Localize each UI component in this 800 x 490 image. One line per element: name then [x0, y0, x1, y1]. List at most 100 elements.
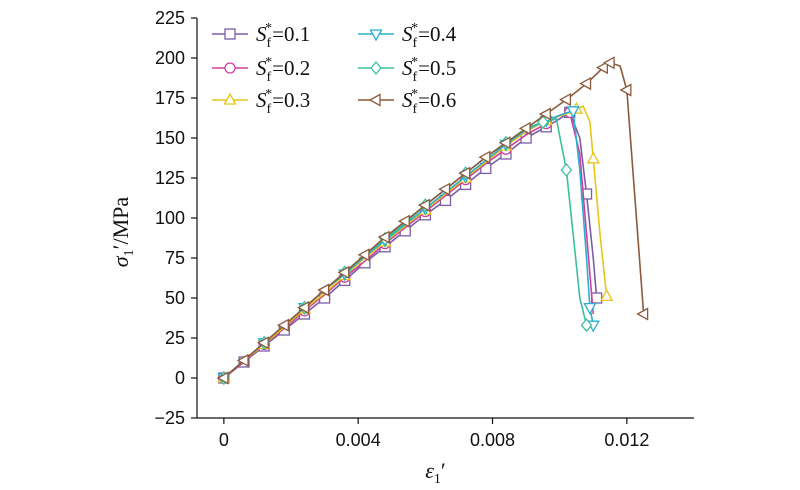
data-point	[418, 198, 431, 212]
legend-label: Sf*=0.6	[402, 87, 456, 117]
x-axis-title-suffix: ′	[441, 458, 446, 483]
legend-marker	[368, 93, 381, 107]
series-0.1	[218, 106, 603, 384]
legend-label: Sf*=0.3	[256, 87, 310, 117]
data-point	[579, 77, 592, 91]
y-tick-label: −25	[154, 408, 185, 428]
data-point	[498, 136, 511, 150]
data-point	[518, 121, 531, 135]
data-point	[438, 182, 451, 196]
legend-label: Sf*=0.4	[402, 21, 457, 51]
legend-value: =0.3	[272, 88, 310, 112]
series-line	[223, 118, 588, 379]
y-axis-title-suffix: ′/MPa	[108, 197, 133, 250]
data-point	[377, 230, 390, 244]
legend-value: =0.5	[418, 56, 456, 80]
y-tick-label: 25	[165, 328, 185, 348]
data-point	[566, 106, 580, 119]
data-point	[357, 248, 370, 262]
legend-marker	[369, 29, 383, 42]
legend-marker	[223, 92, 237, 105]
legend-label: Sf*=0.2	[256, 55, 310, 85]
legend-item: Sf*=0.6	[358, 87, 456, 117]
data-point	[317, 283, 330, 297]
y-axis-ticks: −25 0 25 50 75 100 125 150 175 200 225	[154, 8, 197, 428]
x-tick-label: 0.004	[336, 430, 381, 450]
legend-superscript: *	[411, 21, 418, 36]
y-axis-title: σ1′/MPa	[108, 197, 137, 268]
legend-value: =0.4	[418, 22, 457, 46]
legend-superscript: *	[265, 87, 272, 102]
data-point	[236, 353, 249, 367]
data-point	[256, 336, 269, 350]
x-axis-title: ε1′	[425, 458, 445, 487]
y-tick-label: 75	[165, 248, 185, 268]
series-line	[223, 105, 608, 379]
y-tick-label: 125	[155, 168, 185, 188]
legend-subscript: f	[413, 70, 418, 85]
series-line	[223, 111, 595, 379]
y-tick-label: 175	[155, 88, 185, 108]
data-point	[583, 302, 597, 315]
data-point	[397, 214, 410, 228]
data-point	[297, 301, 310, 315]
data-point	[478, 150, 491, 164]
series-0.4	[217, 106, 600, 386]
legend-label: Sf*=0.1	[256, 21, 310, 51]
legend-subscript: f	[413, 102, 418, 117]
series-line	[223, 111, 598, 379]
legend-value: =0.1	[272, 22, 310, 46]
legend-item: Sf*=0.4	[358, 21, 457, 51]
data-point	[602, 56, 615, 70]
legend-item: Sf*=0.3	[212, 87, 310, 117]
legend-symbol: S	[402, 56, 413, 80]
legend-superscript: *	[265, 55, 272, 70]
series-0.3	[217, 101, 614, 383]
data-point	[590, 292, 603, 304]
legend-marker	[224, 28, 236, 40]
data-point	[216, 371, 229, 385]
legend-label: Sf*=0.5	[402, 55, 456, 85]
data-point	[586, 151, 600, 164]
legend-superscript: *	[411, 87, 418, 102]
x-tick-label: 0	[219, 430, 229, 450]
legend: Sf*=0.1Sf*=0.2Sf*=0.3Sf*=0.4Sf*=0.5Sf*=0…	[212, 21, 457, 117]
data-point	[337, 265, 350, 279]
data-point	[636, 307, 649, 321]
data-point	[595, 61, 608, 75]
series-line	[223, 110, 595, 379]
data-point	[600, 289, 614, 302]
legend-subscript: f	[413, 36, 418, 51]
legend-marker	[370, 60, 382, 76]
legend-superscript: *	[265, 21, 272, 36]
data-point	[560, 162, 573, 178]
legend-value: =0.2	[272, 56, 310, 80]
data-point	[458, 166, 471, 180]
data-point	[538, 107, 551, 121]
legend-subscript: f	[267, 36, 272, 51]
y-tick-label: 225	[155, 8, 185, 28]
legend-item: Sf*=0.2	[212, 55, 310, 85]
y-tick-label: 50	[165, 288, 185, 308]
x-axis-title-subscript: 1	[434, 472, 441, 487]
y-tick-label: 150	[155, 128, 185, 148]
legend-item: Sf*=0.1	[212, 21, 310, 51]
series-0.5	[218, 114, 593, 386]
series-0.2	[218, 106, 595, 384]
legend-symbol: S	[402, 22, 413, 46]
legend-item: Sf*=0.5	[358, 55, 456, 85]
legend-symbol: S	[256, 22, 267, 46]
data-point	[276, 318, 289, 332]
legend-subscript: f	[267, 102, 272, 117]
legend-marker	[224, 62, 236, 74]
x-axis-title-symbol: ε	[425, 458, 434, 483]
legend-symbol: S	[256, 56, 267, 80]
legend-symbol: S	[256, 88, 267, 112]
data-point	[559, 93, 572, 107]
y-tick-label: 100	[155, 208, 185, 228]
y-tick-label: 0	[175, 368, 185, 388]
data-point	[619, 83, 632, 97]
series-0.6	[216, 56, 649, 385]
y-axis-title-symbol: σ	[108, 255, 133, 267]
